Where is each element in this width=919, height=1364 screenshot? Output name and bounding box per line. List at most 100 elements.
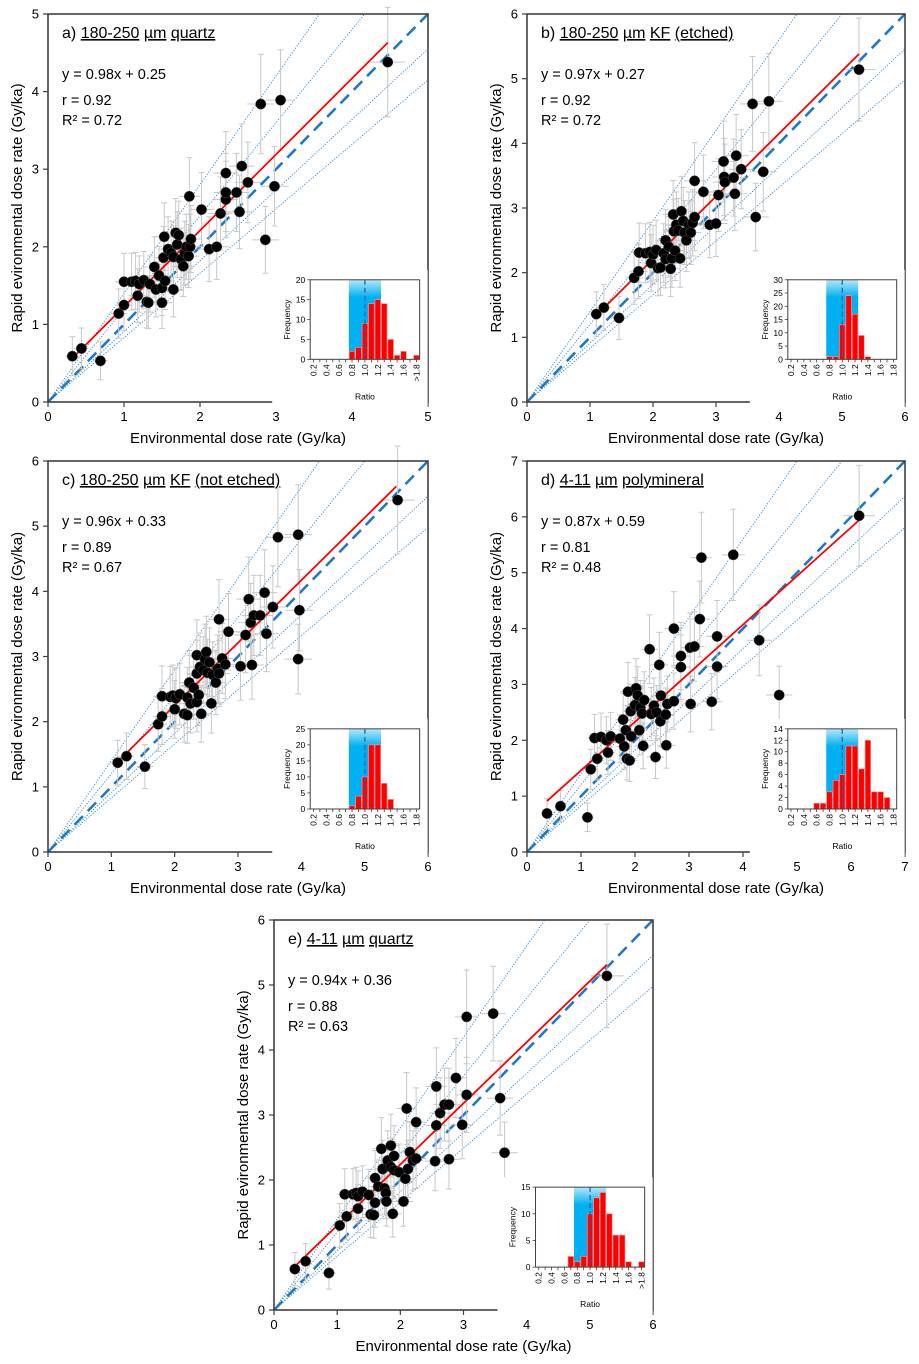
histogram-bar	[638, 1261, 645, 1268]
histogram-bar	[864, 739, 871, 810]
histogram-bar	[400, 351, 407, 360]
data-point	[689, 175, 701, 187]
y-tick-label: 2	[32, 239, 39, 254]
y-tick-label: 3	[32, 162, 39, 177]
x-tick-label: 3	[712, 409, 719, 424]
regression-equation: y = 0.96x + 0.33	[62, 514, 166, 530]
data-point	[185, 233, 197, 245]
inset-x-tick-label: 1.4	[386, 364, 396, 376]
correlation-r: r = 0.81	[541, 540, 591, 556]
inset-x-axis-label: Ratio	[355, 841, 375, 851]
inset-y-tick-label: 10	[773, 747, 783, 757]
histogram-bar	[619, 1234, 626, 1268]
data-point	[773, 689, 785, 701]
title-part: 4-11	[307, 931, 338, 948]
y-axis-label: Rapid evironmental dose rate (Gy/ka)	[488, 83, 505, 332]
data-point	[727, 549, 739, 561]
correlation-r: r = 0.89	[62, 540, 112, 556]
data-point	[713, 189, 724, 201]
data-point	[487, 1008, 499, 1020]
y-tick-label: 1	[32, 779, 39, 794]
data-point	[259, 587, 271, 599]
data-point	[363, 1189, 375, 1201]
x-tick-label: 5	[586, 1317, 593, 1332]
panel-letter: b)	[541, 25, 555, 42]
data-point	[494, 1092, 506, 1104]
inset-y-tick-label: 5	[300, 334, 305, 344]
data-point	[385, 1140, 397, 1152]
data-point	[171, 239, 183, 250]
data-point	[853, 64, 865, 76]
data-point	[625, 730, 637, 742]
data-point	[132, 290, 144, 302]
data-point	[275, 94, 287, 106]
data-point	[392, 494, 404, 506]
title-part: µm	[595, 472, 618, 489]
y-tick-label: 5	[511, 565, 518, 580]
title-part: 4-11	[560, 472, 591, 489]
x-tick-label: 4	[523, 1317, 530, 1332]
data-point	[461, 1089, 473, 1101]
x-axis-label: Environmental dose rate (Gy/ka)	[608, 880, 824, 897]
inset-x-axis-label: Ratio	[355, 391, 375, 401]
histogram-bar	[832, 780, 839, 810]
data-point	[706, 696, 718, 708]
data-point	[235, 660, 246, 672]
bound-line	[273, 985, 654, 1311]
one-to-one-line	[47, 460, 429, 853]
data-point	[624, 754, 636, 766]
title-part: polymineral	[622, 472, 704, 489]
inset-x-tick-label: 1.4	[863, 364, 873, 376]
inset-y-tick-label: 2	[778, 793, 783, 803]
inset-x-tick-label: 1.8	[888, 814, 898, 826]
data-point	[585, 763, 597, 775]
x-tick-label: 2	[397, 1317, 404, 1332]
data-point	[660, 739, 672, 751]
r-squared: R² = 0.48	[541, 560, 601, 576]
inset-y-tick-label: 20	[296, 275, 306, 285]
data-point	[300, 1255, 312, 1267]
data-point	[196, 204, 207, 216]
x-tick-label: 6	[649, 1317, 656, 1332]
data-point	[183, 190, 195, 202]
inset-y-axis-label: Frequency	[760, 748, 770, 789]
inset-x-tick-label: 1.4	[386, 814, 396, 826]
inset-y-tick-label: 20	[296, 740, 306, 750]
data-point	[118, 299, 130, 311]
data-point	[410, 1116, 422, 1128]
data-point	[156, 297, 168, 309]
bound-line	[47, 13, 366, 403]
data-point	[590, 308, 602, 320]
inset-x-tick-label: 1.4	[611, 1272, 621, 1284]
inset-y-tick-label: 0	[300, 804, 305, 814]
inset-x-tick-label: 1.8	[411, 814, 421, 826]
bound-line	[526, 527, 906, 853]
inset-histogram: 0 5 10 15 20 0.2 0.4 0.6 0.8 1.0 1.2 1.4 1.6 >1.8 Rati…	[272, 269, 428, 410]
inset-x-tick-label: 1.6	[399, 814, 409, 826]
histogram-bar	[393, 355, 401, 360]
histogram-bar	[625, 1261, 632, 1268]
x-tick-label: 6	[847, 859, 854, 874]
inset-y-tick-label: 6	[778, 770, 783, 780]
data-point	[729, 188, 741, 200]
data-point	[689, 211, 701, 223]
inset-x-tick-label: 1.2	[373, 364, 383, 376]
histogram-bar	[877, 791, 884, 810]
data-point	[638, 694, 650, 706]
x-tick-label: 5	[838, 409, 845, 424]
data-point	[292, 653, 304, 665]
histogram-bar	[813, 802, 820, 810]
data-point	[220, 187, 232, 198]
data-point	[598, 302, 610, 314]
inset-x-tick-label: 1.6	[399, 364, 409, 376]
inset-x-tick-label: 0.6	[334, 814, 344, 826]
histogram-bar	[387, 799, 394, 810]
inset-y-tick-label: 30	[773, 275, 783, 285]
data-point	[763, 95, 775, 107]
data-point	[272, 531, 284, 543]
data-point	[177, 260, 189, 272]
inset-y-tick-label: 15	[521, 1182, 531, 1192]
inset-x-tick-label: 1.2	[850, 814, 860, 826]
y-tick-label: 6	[32, 454, 39, 469]
data-point	[75, 343, 87, 354]
